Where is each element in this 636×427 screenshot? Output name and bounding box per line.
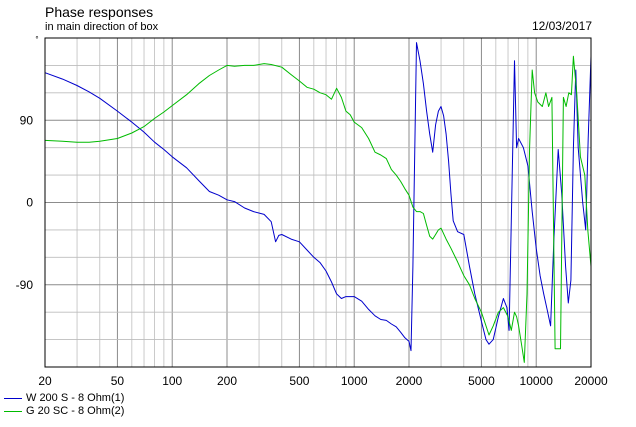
chart-series [44, 42, 592, 363]
y-tick-label: 90 [20, 113, 34, 127]
legend-label-2: G 20 SC - 8 Ohm(2) [26, 405, 125, 417]
y-tick-label: 0 [26, 196, 33, 210]
legend-label-1: W 200 S - 8 Ohm(1) [26, 392, 125, 404]
series-line-1 [44, 42, 592, 352]
x-tick-label: 10000 [520, 374, 554, 388]
chart-date: 12/03/2017 [531, 19, 592, 33]
x-tick-label: 50 [111, 374, 125, 388]
x-tick-label: 2000 [396, 374, 423, 388]
x-tick-label: 500 [289, 374, 309, 388]
x-tick-label: 20000 [574, 374, 608, 388]
x-tick-label: 5000 [468, 374, 495, 388]
legend-item-2: G 20 SC - 8 Ohm(2) [4, 405, 124, 418]
chart-subtitle: in main direction of box [45, 21, 159, 33]
legend-item-1: W 200 S - 8 Ohm(1) [4, 392, 124, 405]
legend: W 200 S - 8 Ohm(1) G 20 SC - 8 Ohm(2) [4, 392, 124, 418]
chart-title: Phase responses [45, 4, 154, 20]
series-line-2 [44, 55, 592, 363]
legend-swatch-2 [4, 411, 22, 412]
chart-grid [45, 38, 591, 367]
plot-frame [44, 37, 592, 368]
y-tick-label: -90 [16, 278, 34, 292]
x-tick-label: 100 [162, 374, 182, 388]
chart-tick-labels: 20 50 100 200 500 1000 2000 5000 10000 20000 90 0 -9… [16, 35, 608, 388]
x-tick-label: 20 [38, 374, 52, 388]
x-tick-label: 200 [217, 374, 237, 388]
x-tick-label: 1000 [341, 374, 368, 388]
legend-swatch-1 [4, 398, 22, 399]
y-unit-label: ° [35, 35, 38, 44]
